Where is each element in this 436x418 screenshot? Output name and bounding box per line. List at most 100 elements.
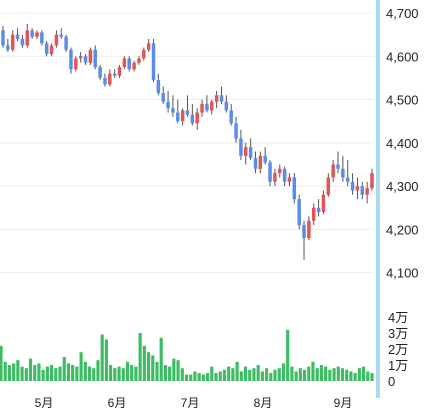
volume-bar (227, 366, 231, 381)
volume-bar (24, 368, 28, 381)
volume-bar (265, 368, 269, 381)
volume-bar (45, 366, 49, 381)
month-tick-label: 9月 (334, 396, 353, 410)
candle-down (292, 177, 297, 200)
volume-bar (201, 374, 205, 381)
volume-bar (50, 365, 54, 381)
volume-bar (58, 366, 62, 381)
volume-tick-label: 2万 (388, 342, 408, 357)
volume-bar (142, 345, 146, 381)
candle-down (103, 77, 107, 85)
candle-up (365, 188, 369, 195)
volume-bar (163, 365, 168, 381)
price-axis-labels: 4,700 4,600 4,500 4,400 4,300 4,200 4,100 (386, 6, 419, 281)
volume-bar (345, 369, 349, 381)
volume-bar (134, 366, 138, 381)
candle-down (239, 138, 243, 156)
volume-bar (37, 363, 41, 381)
month-tick-label: 5月 (35, 396, 54, 410)
volume-bar (298, 368, 302, 381)
month-tick-label: 7月 (181, 396, 200, 410)
volume-bar (180, 368, 184, 381)
volume-bar (205, 373, 210, 381)
candle-up (25, 30, 30, 46)
volume-bar (155, 361, 159, 381)
volume-bar (159, 337, 163, 381)
candle-down (268, 162, 272, 182)
price-tick-label: 4,300 (386, 179, 419, 194)
candle-up (54, 34, 59, 46)
candle-down (69, 49, 73, 70)
price-tick-label: 4,500 (386, 93, 419, 108)
volume-bar (113, 368, 117, 381)
volume-bar (307, 366, 311, 381)
volume-tick-label: 3万 (388, 326, 408, 341)
candle-up (117, 67, 122, 76)
candle-down (185, 110, 190, 115)
candle-up (370, 173, 374, 189)
volume-bar (100, 334, 104, 381)
candle-up (273, 173, 277, 182)
candle-down (341, 168, 345, 178)
volume-bar (218, 371, 222, 381)
volume-bar (361, 366, 366, 381)
volume-bar (71, 365, 75, 381)
candle-up (244, 147, 248, 156)
volume-bar (79, 352, 83, 381)
candle-down (316, 207, 321, 213)
volume-bar (66, 363, 71, 381)
candle-down (234, 123, 238, 139)
volume-bar-series (0, 329, 374, 381)
volume-bar (256, 365, 260, 381)
candle-down (20, 38, 25, 46)
volume-tick-label: 1万 (388, 358, 408, 373)
volume-bar (214, 373, 218, 381)
volume-bar (235, 361, 239, 381)
candle-down (93, 49, 97, 68)
volume-bar (146, 352, 151, 381)
volume-bar (96, 360, 100, 381)
volume-bar (353, 373, 357, 381)
month-tick-label: 8月 (254, 396, 273, 410)
volume-bar (277, 368, 281, 381)
candle-down (336, 164, 340, 169)
candle-up (122, 58, 127, 68)
candle-down (190, 114, 195, 124)
candle-down (302, 225, 306, 239)
candle-up (137, 58, 141, 63)
candle-down (176, 112, 180, 122)
volume-bar (260, 371, 264, 381)
volume-bar (104, 339, 108, 381)
candle-up (88, 49, 93, 63)
candle-up (321, 194, 326, 213)
candle-down (15, 34, 20, 39)
volume-bar (239, 371, 243, 381)
volume-bar (121, 368, 125, 381)
candle-up (108, 73, 112, 85)
candle-up (214, 95, 219, 102)
candle-down (30, 30, 34, 37)
volume-bar (328, 369, 332, 381)
candle-down (229, 110, 233, 124)
volume-bar (7, 365, 12, 381)
candle-up (195, 112, 199, 124)
candlestick-series (1, 23, 374, 260)
candle-down (161, 93, 165, 102)
volume-bar (286, 329, 290, 381)
candle-down (219, 95, 224, 102)
volume-bar (41, 369, 45, 381)
volume-bar (109, 365, 113, 381)
candle-down (40, 32, 44, 44)
volume-bar (92, 368, 96, 381)
price-tick-label: 4,600 (386, 49, 419, 64)
volume-bar (336, 366, 340, 381)
volume-bar (54, 368, 58, 381)
candle-up (278, 168, 282, 174)
candle-up (74, 58, 78, 70)
candle-up (258, 155, 263, 169)
candle-down (297, 199, 301, 226)
candle-down (345, 177, 350, 182)
grid-lines (0, 12, 374, 274)
volume-bar (252, 368, 256, 381)
